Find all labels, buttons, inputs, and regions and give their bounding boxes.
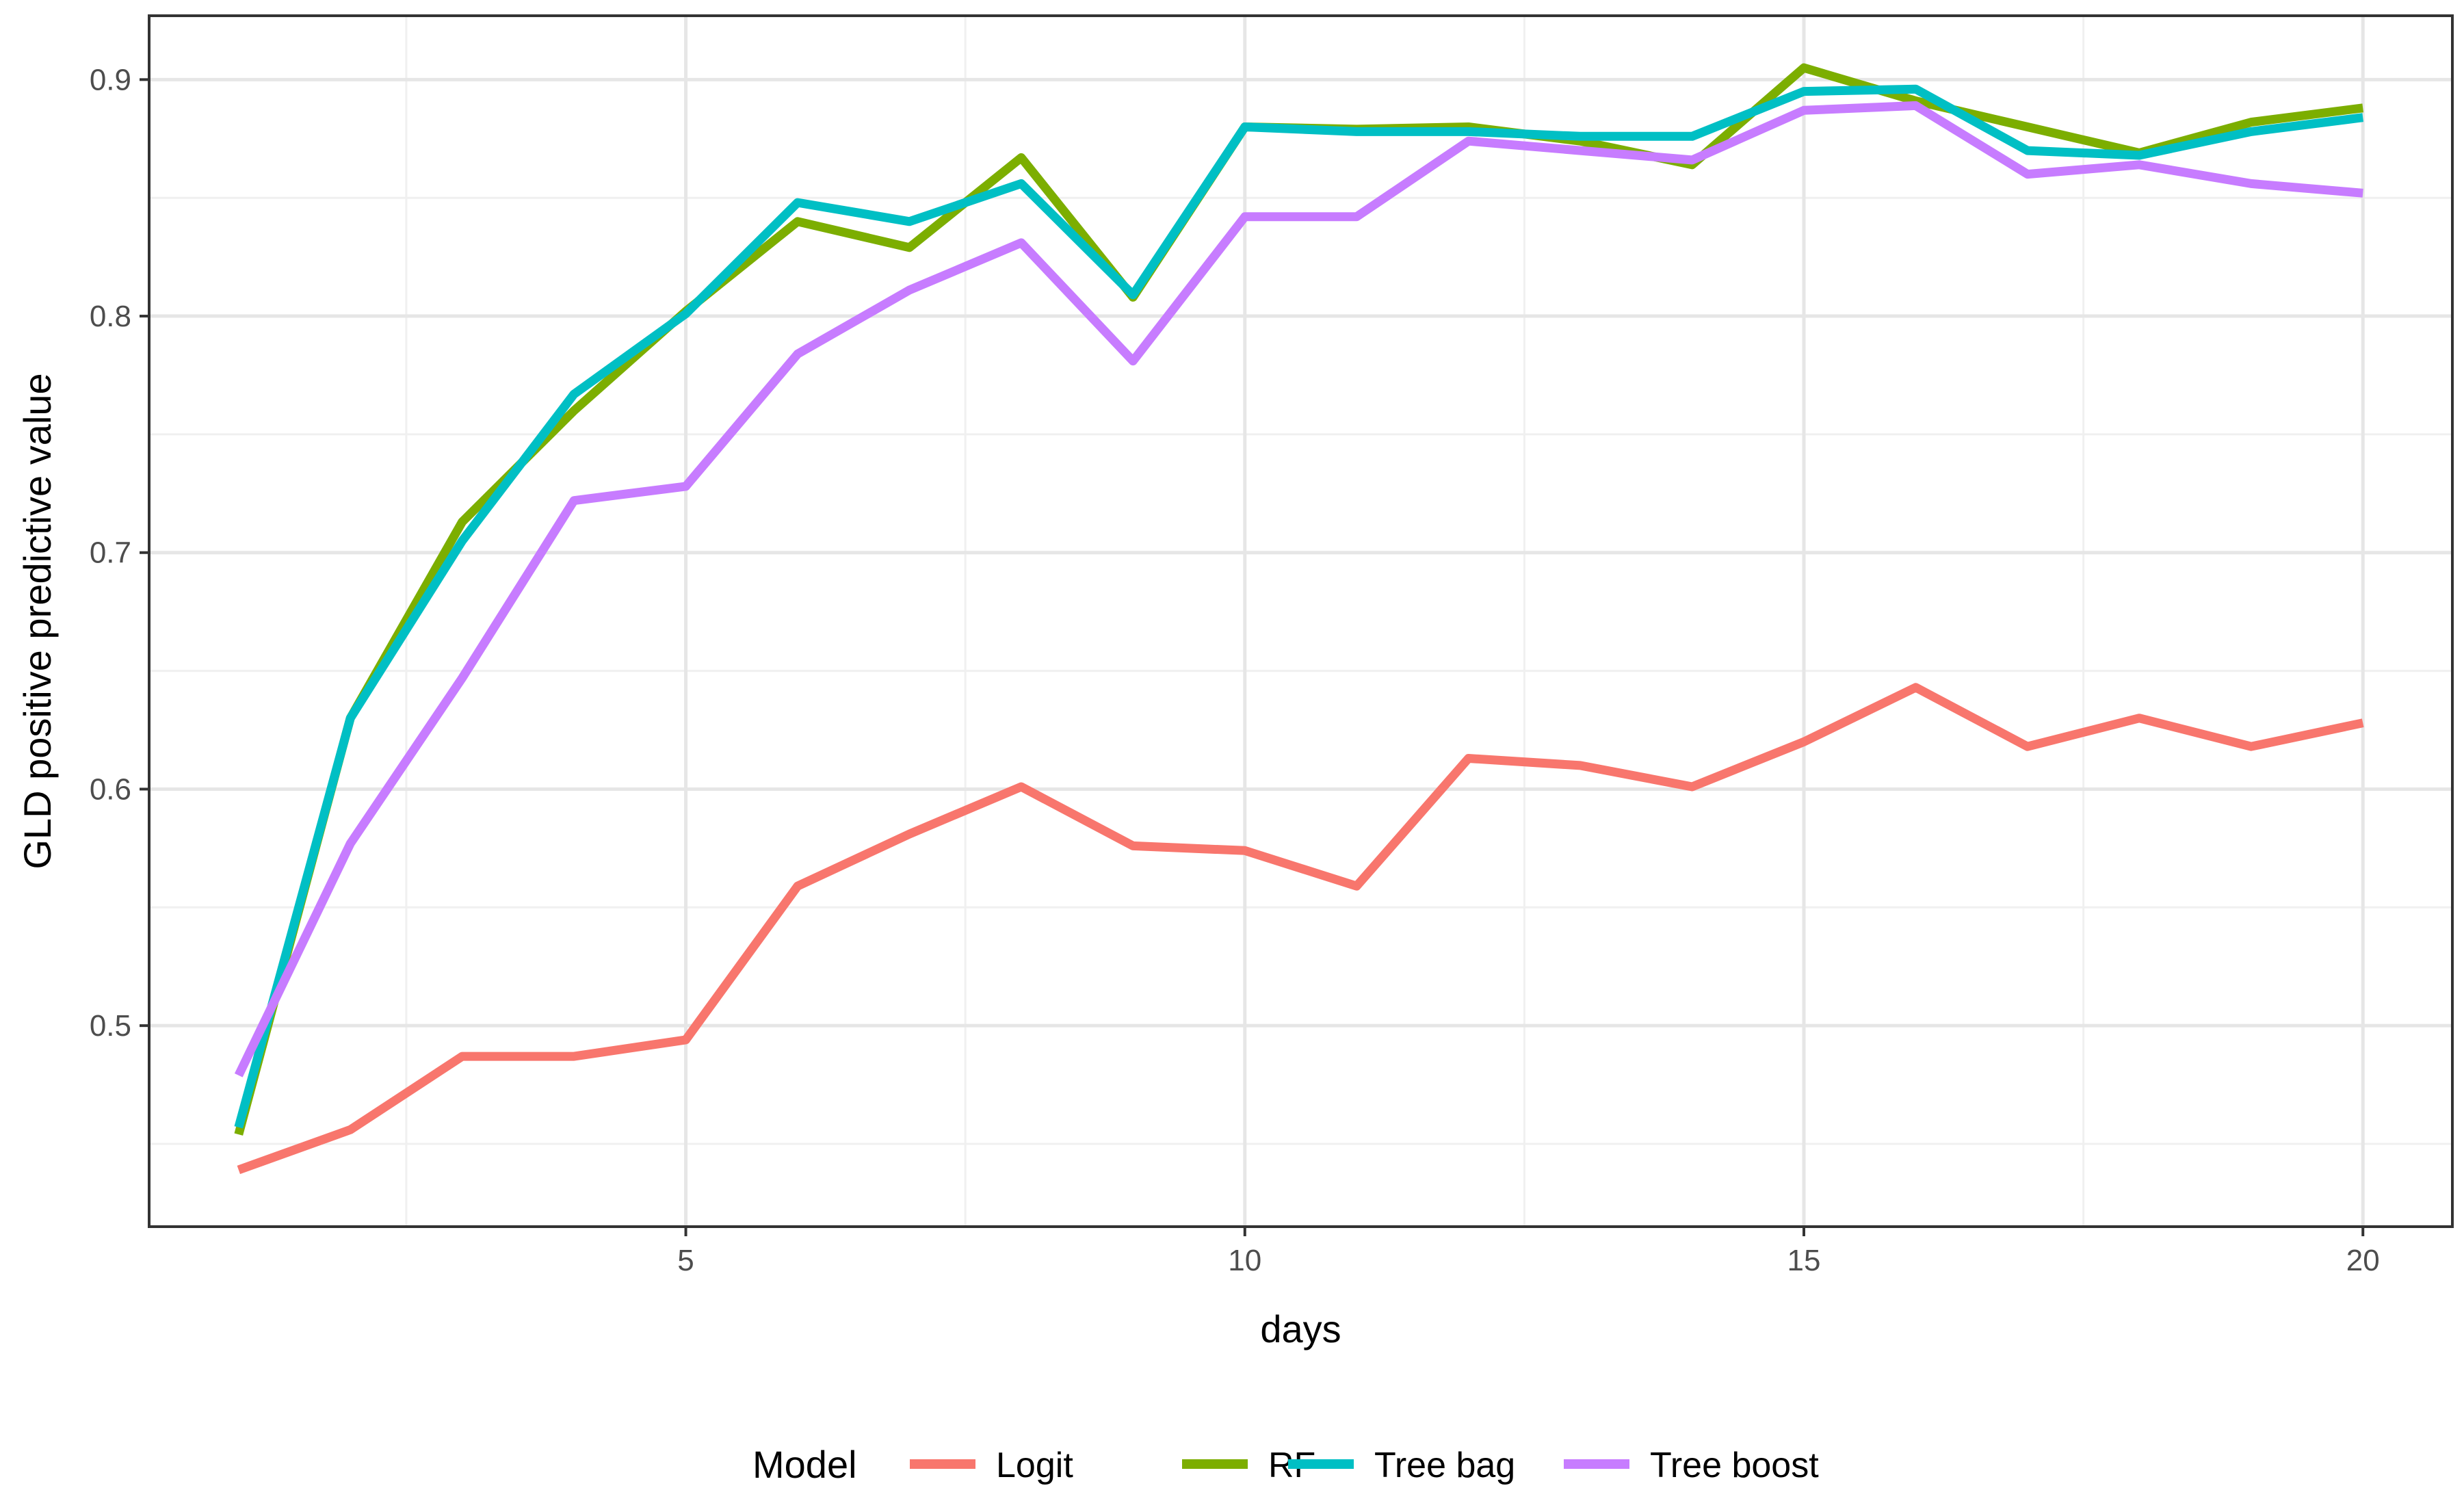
grid-major	[149, 16, 2452, 1227]
x-axis: 5 10 15 20	[677, 1227, 2380, 1277]
y-tick-label: 0.5	[90, 1009, 131, 1043]
legend-label: Tree boost	[1650, 1446, 1819, 1485]
x-tick-label: 20	[2346, 1244, 2380, 1277]
legend-label: Tree bag	[1374, 1446, 1515, 1485]
legend-title: Model	[752, 1443, 857, 1486]
x-axis-title: days	[1260, 1307, 1341, 1350]
y-axis-title: GLD positive predictive value	[16, 373, 59, 869]
x-tick-label: 5	[677, 1244, 694, 1277]
y-tick-label: 0.6	[90, 772, 131, 806]
x-tick-label: 10	[1228, 1244, 1261, 1277]
legend-label: Logit	[996, 1446, 1073, 1485]
y-axis: 0.5 0.6 0.7 0.8 0.9	[90, 63, 149, 1043]
x-tick-label: 15	[1787, 1244, 1821, 1277]
series-layer	[234, 63, 2364, 1175]
y-tick-label: 0.7	[90, 536, 131, 570]
panel-border	[148, 14, 2454, 1228]
series-line-tree-boost	[234, 101, 2363, 1078]
grid-minor	[149, 16, 2452, 1227]
series-line-logit	[237, 683, 2364, 1175]
series-line-tree-bag	[234, 84, 2364, 1129]
y-tick-label: 0.9	[90, 63, 131, 96]
y-tick-label: 0.8	[90, 300, 131, 333]
